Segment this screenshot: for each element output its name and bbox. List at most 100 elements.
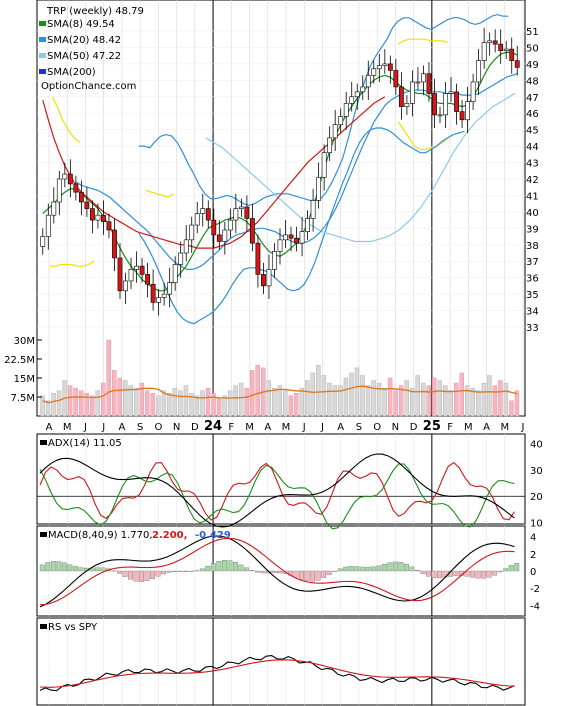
- volume-bar: [332, 385, 338, 417]
- macd-histogram-bar: [481, 570, 487, 579]
- macd-histogram-bar: [210, 563, 216, 572]
- candle-body: [205, 208, 211, 221]
- volume-bar: [156, 395, 161, 417]
- macd-histogram-bar: [293, 570, 299, 578]
- volume-bar: [448, 390, 453, 417]
- price-y-tick: 49: [526, 60, 539, 71]
- yellow-band-upper-right: [397, 38, 448, 45]
- candle-body: [222, 229, 228, 242]
- macd-histogram-bar: [199, 568, 205, 572]
- candle-body: [51, 201, 57, 216]
- volume-bar: [503, 382, 509, 417]
- macd-histogram-bar: [95, 567, 100, 572]
- macd-histogram-bar: [194, 570, 200, 572]
- volume-bar: [487, 375, 492, 417]
- volume-bar: [481, 382, 487, 417]
- candle-body: [332, 124, 338, 139]
- volume-bar: [145, 390, 150, 417]
- macd-histogram-bar: [150, 570, 156, 579]
- volume-bar: [321, 375, 327, 417]
- volume-bar: [349, 372, 354, 417]
- volume-bar: [299, 387, 305, 417]
- volume-bar: [277, 385, 282, 417]
- volume-bar: [354, 367, 360, 417]
- macd-histogram-bar: [415, 570, 420, 572]
- price-y-tick: 42: [526, 175, 539, 186]
- candle-body: [238, 206, 244, 209]
- price-y-tick: 47: [526, 93, 539, 104]
- macd-histogram-bar: [122, 570, 128, 577]
- x-tick-label: M: [500, 422, 509, 433]
- macd-histogram-bar: [354, 566, 360, 572]
- volume-bar: [266, 380, 271, 417]
- candle-body: [244, 206, 250, 219]
- volume-bar: [294, 393, 299, 417]
- price-y-tick: 40: [526, 208, 539, 219]
- price-y-tick: 48: [526, 76, 539, 87]
- macd-histogram-bar: [470, 570, 476, 578]
- macd-histogram-bar: [139, 570, 144, 582]
- price-y-tick: 51: [526, 27, 539, 38]
- candle-body: [354, 91, 360, 98]
- indicator-series: [39, 453, 520, 692]
- volume-bar: [393, 390, 398, 417]
- grid: [37, 0, 525, 705]
- macd-histogram-bar: [337, 568, 343, 572]
- rs-average-line: [39, 659, 515, 688]
- price-y-tick: 37: [526, 257, 539, 268]
- x-tick-label: F: [228, 422, 234, 433]
- volume-bar: [67, 385, 73, 417]
- candle-body: [376, 65, 382, 70]
- candle-body: [503, 48, 509, 52]
- volume-bar: [45, 400, 51, 417]
- adx-y-tick: 30: [530, 466, 543, 477]
- volume-bars: [40, 339, 520, 417]
- volume-bar: [89, 395, 95, 417]
- x-tick-label: O: [154, 422, 162, 433]
- x-tick-label: M: [464, 422, 473, 433]
- macd-histogram-bar: [128, 570, 133, 580]
- candle-body: [183, 239, 189, 254]
- x-tick-label: S: [356, 422, 362, 433]
- x-tick-label: A: [119, 422, 126, 433]
- legend-sma50: SMA(50) 47.22: [47, 51, 121, 62]
- volume-bar: [73, 387, 78, 417]
- price-y-tick: 45: [526, 126, 539, 137]
- x-tick-label: M: [245, 422, 254, 433]
- x-tick-label: A: [337, 422, 344, 433]
- yellow-band-left: [50, 260, 95, 267]
- candle-body: [421, 73, 426, 83]
- candle-body: [227, 219, 233, 231]
- candle-body: [134, 265, 139, 270]
- yellow-band-upper-left: [51, 96, 81, 144]
- volume-bar: [84, 393, 89, 417]
- candle-body: [443, 93, 448, 116]
- candle-body: [509, 48, 515, 61]
- price-y-tick: 44: [526, 142, 539, 153]
- macd-histogram-bar: [243, 567, 249, 572]
- macd-histogram-bar: [326, 570, 332, 575]
- macd-histogram-bar: [464, 570, 470, 577]
- candle-body: [112, 229, 117, 259]
- price-y-tick: 43: [526, 159, 539, 170]
- macd-histogram-bar: [370, 566, 376, 572]
- x-tick-label: O: [373, 422, 381, 433]
- price-y-tick: 39: [526, 224, 539, 235]
- macd-histogram-bar: [343, 566, 349, 572]
- macd-histogram-bar: [117, 570, 122, 574]
- volume-bar: [426, 385, 431, 417]
- x-tick-label: A: [483, 422, 490, 433]
- macd-histogram-bar: [277, 570, 282, 574]
- candle-body: [327, 137, 333, 153]
- candle-body: [288, 234, 294, 239]
- macd-y-tick: 0: [530, 567, 536, 578]
- macd-histogram-bar: [420, 570, 426, 574]
- volume-y-tick: 15M: [14, 374, 35, 385]
- candle-body: [459, 111, 465, 121]
- adx-y-tick: 20: [530, 492, 543, 503]
- volume-bar: [249, 370, 255, 417]
- volume-bar: [305, 380, 310, 417]
- x-tick-label: J: [101, 422, 105, 433]
- x-tick-label: J: [302, 422, 306, 433]
- candle-body: [156, 297, 162, 303]
